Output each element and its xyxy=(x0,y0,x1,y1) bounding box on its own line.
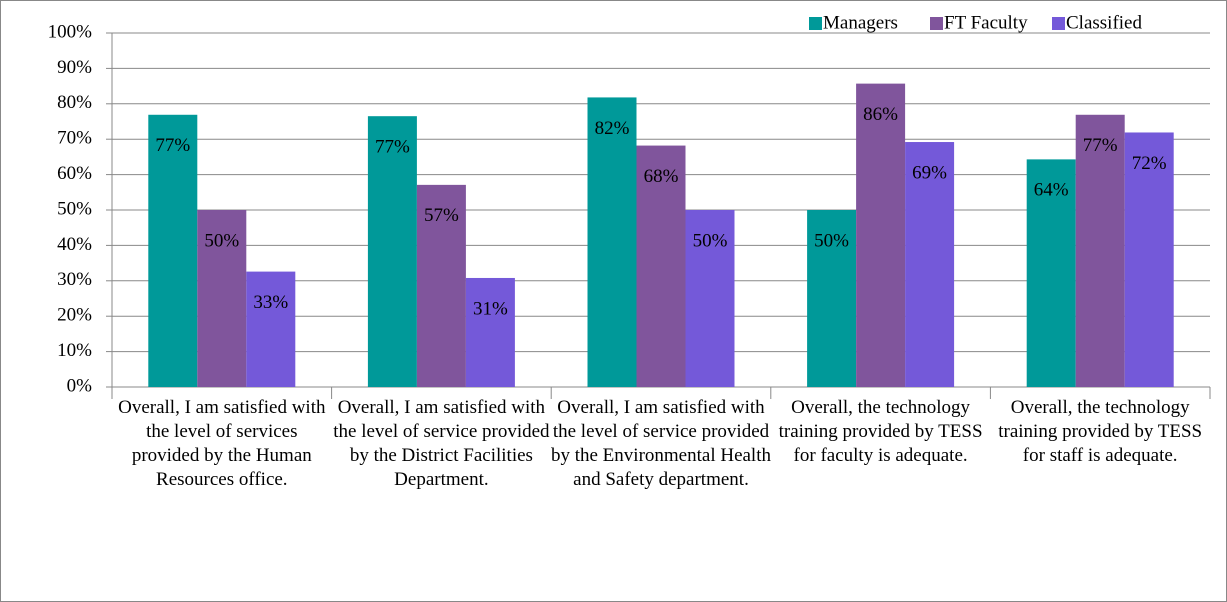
bar xyxy=(416,184,466,387)
y-tick-label: 40% xyxy=(57,234,92,255)
bar xyxy=(587,97,637,387)
legend-swatch xyxy=(1052,17,1065,30)
legend-label: Managers xyxy=(823,12,898,33)
data-label: 50% xyxy=(204,230,239,251)
legend-swatch xyxy=(930,17,943,30)
bar xyxy=(367,116,417,387)
data-label: 57% xyxy=(424,205,459,226)
x-tick-label: Overall, I am satisfied with the level o… xyxy=(550,397,771,490)
bar xyxy=(246,271,296,387)
data-label: 68% xyxy=(644,166,679,187)
bar xyxy=(856,83,906,387)
data-label: 31% xyxy=(473,298,508,319)
x-tick-label: Overall, the technology training provide… xyxy=(778,397,983,466)
bar xyxy=(465,277,515,387)
y-tick-label: 0% xyxy=(67,375,93,396)
bar xyxy=(807,210,857,387)
y-tick-label: 90% xyxy=(57,57,92,78)
data-label: 72% xyxy=(1132,153,1167,174)
data-label: 33% xyxy=(253,292,288,313)
data-label: 50% xyxy=(814,230,849,251)
data-label: 86% xyxy=(863,104,898,125)
y-tick-label: 10% xyxy=(57,340,92,361)
y-tick-label: 80% xyxy=(57,92,92,113)
legend-label: FT Faculty xyxy=(944,12,1028,33)
data-label: 77% xyxy=(155,135,190,156)
data-label: 50% xyxy=(693,230,728,251)
y-tick-label: 30% xyxy=(57,269,92,290)
data-label: 77% xyxy=(375,137,410,158)
bar xyxy=(1075,114,1125,388)
x-tick-label: Overall, I am satisfied with the level o… xyxy=(118,397,326,490)
bar xyxy=(685,210,735,387)
y-tick-label: 50% xyxy=(57,198,92,219)
data-label: 69% xyxy=(912,162,947,183)
bar xyxy=(636,145,686,387)
y-tick-label: 20% xyxy=(57,305,92,326)
data-label: 77% xyxy=(1083,135,1118,156)
y-tick-label: 60% xyxy=(57,163,92,184)
bar xyxy=(1026,159,1076,387)
data-label: 82% xyxy=(595,118,630,139)
data-label: 64% xyxy=(1034,180,1069,201)
x-tick-label: Overall, I am satisfied with the level o… xyxy=(333,397,550,490)
bar xyxy=(197,210,247,387)
bar xyxy=(1124,132,1174,387)
bar xyxy=(148,114,198,388)
legend-swatch xyxy=(809,17,822,30)
y-tick-label: 70% xyxy=(57,128,92,149)
x-tick-label: Overall, the technology training provide… xyxy=(998,397,1203,466)
legend-label: Classified xyxy=(1066,12,1142,33)
bar xyxy=(905,142,955,387)
y-tick-label: 100% xyxy=(48,21,93,42)
